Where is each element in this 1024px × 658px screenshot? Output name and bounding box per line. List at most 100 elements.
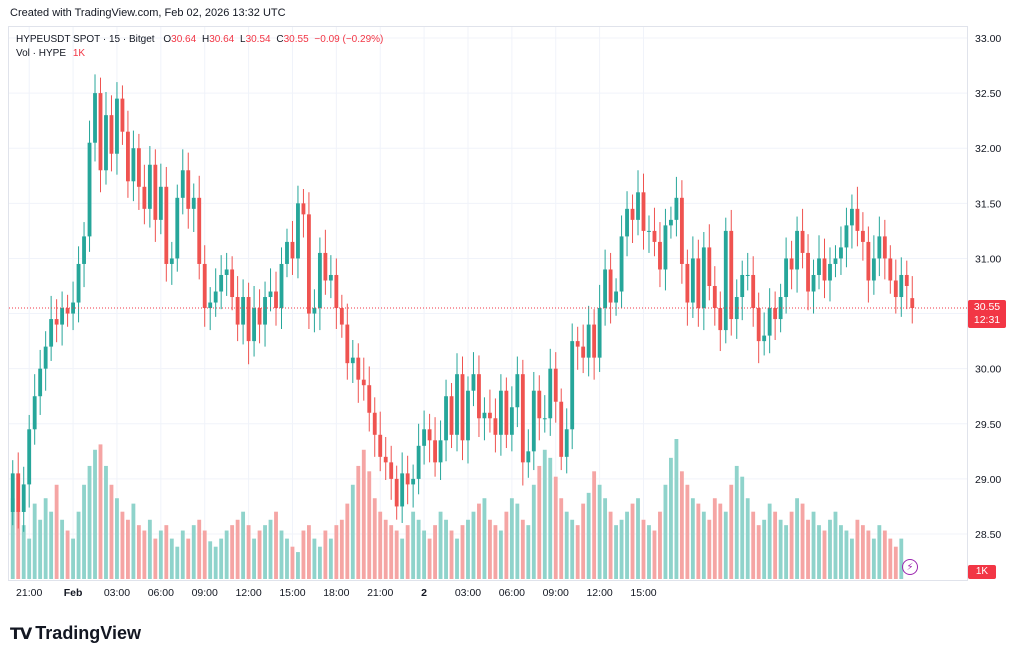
volume-bar [614,525,618,579]
candle-body [98,93,103,171]
volume-bar [493,525,498,579]
volume-bar [636,498,640,579]
volume-bar [729,484,734,579]
candle-body [438,440,443,463]
candle-body [855,208,860,231]
volume-bar [285,538,289,579]
candle-body [131,148,136,182]
volume-bar [180,530,185,579]
volume-bar [789,511,794,579]
candle-body [164,186,169,264]
volume-bar [274,511,278,579]
candle-body [285,241,289,264]
volume-bar [488,519,492,579]
volume-bar [131,503,136,579]
candle-body [158,186,163,220]
candle-body [257,308,262,325]
legend-volume-value: 1K [72,48,86,59]
volume-bar [784,525,789,579]
volume-bar [356,465,361,579]
volume-bar [592,471,597,579]
candle-body [65,308,70,314]
candle-body [833,258,838,264]
candle-body [169,258,174,264]
candle-body [619,236,624,292]
candle-body [789,258,794,270]
volume-bar [301,530,306,579]
volume-bar [433,525,437,579]
brand-name: TradingView [35,623,141,643]
candle-body [60,308,65,325]
volume-bar [257,530,262,579]
volume-bar [328,538,333,579]
candle-body [822,258,827,281]
candle-body [93,93,97,143]
tradingview-logo[interactable]: 𝗧𝗩 TradingView [10,623,141,644]
candle-body [241,297,246,325]
volume-bar [279,530,284,579]
volume-bar [202,530,207,579]
volume-bar [65,530,70,579]
volume-bar [21,525,26,579]
volume-bar [564,511,569,579]
lightning-icon[interactable]: ⚡ [902,559,918,575]
candle-body [142,186,147,209]
x-tick-label: 18:00 [323,587,349,599]
volume-bar [422,530,427,579]
volume-bar [38,519,43,579]
volume-bar [175,546,180,579]
volume-bar [164,525,169,579]
volume-bar [734,465,739,579]
candle-body [608,269,613,303]
y-tick-label: 32.50 [975,88,1001,100]
candle-body [767,308,772,336]
volume-bar [444,519,448,579]
candle-body [202,263,207,309]
volume-bar [372,498,377,579]
volume-bar [586,492,591,579]
volume-bar [76,511,81,579]
legend-volume-row: Vol · HYPE 1K [16,47,383,60]
volume-bar [850,538,854,579]
volume-bar [647,525,651,579]
volume-bar [296,552,300,579]
legend-close-value: 30.55 [283,34,309,45]
candle-body [795,230,799,270]
candle-body [762,335,767,342]
volume-bar [690,498,695,579]
volume-bar [27,538,32,579]
legend-symbol[interactable]: HYPEUSDT SPOT · 15 · Bitget [16,34,155,45]
volume-bar [581,503,586,579]
candle-body [104,115,108,171]
legend-volume-label[interactable]: Vol · HYPE [16,48,67,59]
candle-body [400,473,405,507]
candle-body [674,197,679,220]
volume-tag: 1K [968,565,996,579]
volume-bar [438,511,443,579]
candle-body [647,230,651,232]
volume-bar [811,511,816,579]
candle-body [729,230,734,320]
volume-bar [82,484,86,579]
candle-body [307,214,311,314]
candle-body [751,274,756,309]
candle-body [43,346,48,369]
candle-body [416,445,421,479]
y-tick-label: 31.50 [975,198,1001,210]
candle-body [54,319,59,325]
candle-body [224,269,229,275]
volume-bar [60,519,65,579]
candle-body [186,170,191,209]
candle-body [427,429,432,441]
y-tick-label: 28.50 [975,529,1001,541]
candle-body [339,308,344,325]
x-tick-label: 06:00 [499,587,525,599]
plot-area[interactable] [8,26,968,581]
volume-bar [317,546,322,579]
volume-bar [877,525,882,579]
volume-bar [350,484,355,579]
volume-bar [383,519,388,579]
volume-bar [537,465,542,579]
candle-body [16,473,21,512]
